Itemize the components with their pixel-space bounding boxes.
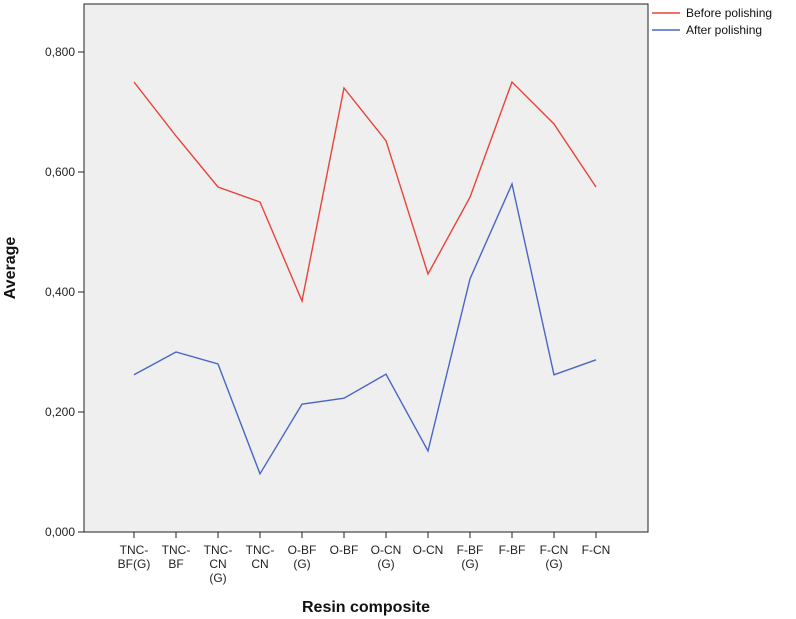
x-tick-label: O-BF [330,543,359,557]
series-line-before [133,80,597,304]
y-tick-label: 0,200 [45,405,75,419]
y-tick-label: 0,000 [45,525,75,539]
x-tick-label: TNC-BF(G) [118,543,151,571]
x-tick-label: F-BF (G) [457,543,484,571]
legend-label: After polishing [686,23,762,37]
plot-area [83,3,649,533]
y-tick-label: 0,600 [45,165,75,179]
x-tick-label: O-CN (G) [371,543,402,571]
x-tick-label: F-CN [582,543,611,557]
x-tick-label: TNC-BF [162,543,191,571]
x-tick-label: TNC-CN (G) [204,543,233,585]
x-tick-label: O-CN [413,543,444,557]
legend-label: Before polishing [686,6,772,20]
y-axis-title: Average [2,237,19,300]
y-axis: 0,000 0,200 0,400 0,600 0,800 [45,45,84,539]
y-tick-label: 0,800 [45,45,75,59]
x-tick-label: TNC-CN [246,543,275,571]
x-axis-title: Resin composite [302,599,430,616]
x-axis: TNC-BF(G) TNC-BF TNC-CN (G) TNC-CN O-BF (G) O-B… [118,532,611,585]
series-lines [133,80,597,476]
x-tick-label: O-BF (G) [288,543,317,571]
y-tick-label: 0,400 [45,285,75,299]
series-line-after [133,181,597,476]
x-tick-label: F-CN (G) [540,543,569,571]
legend: Before polishing After polishing [652,6,772,37]
x-tick-label: F-BF [499,543,526,557]
